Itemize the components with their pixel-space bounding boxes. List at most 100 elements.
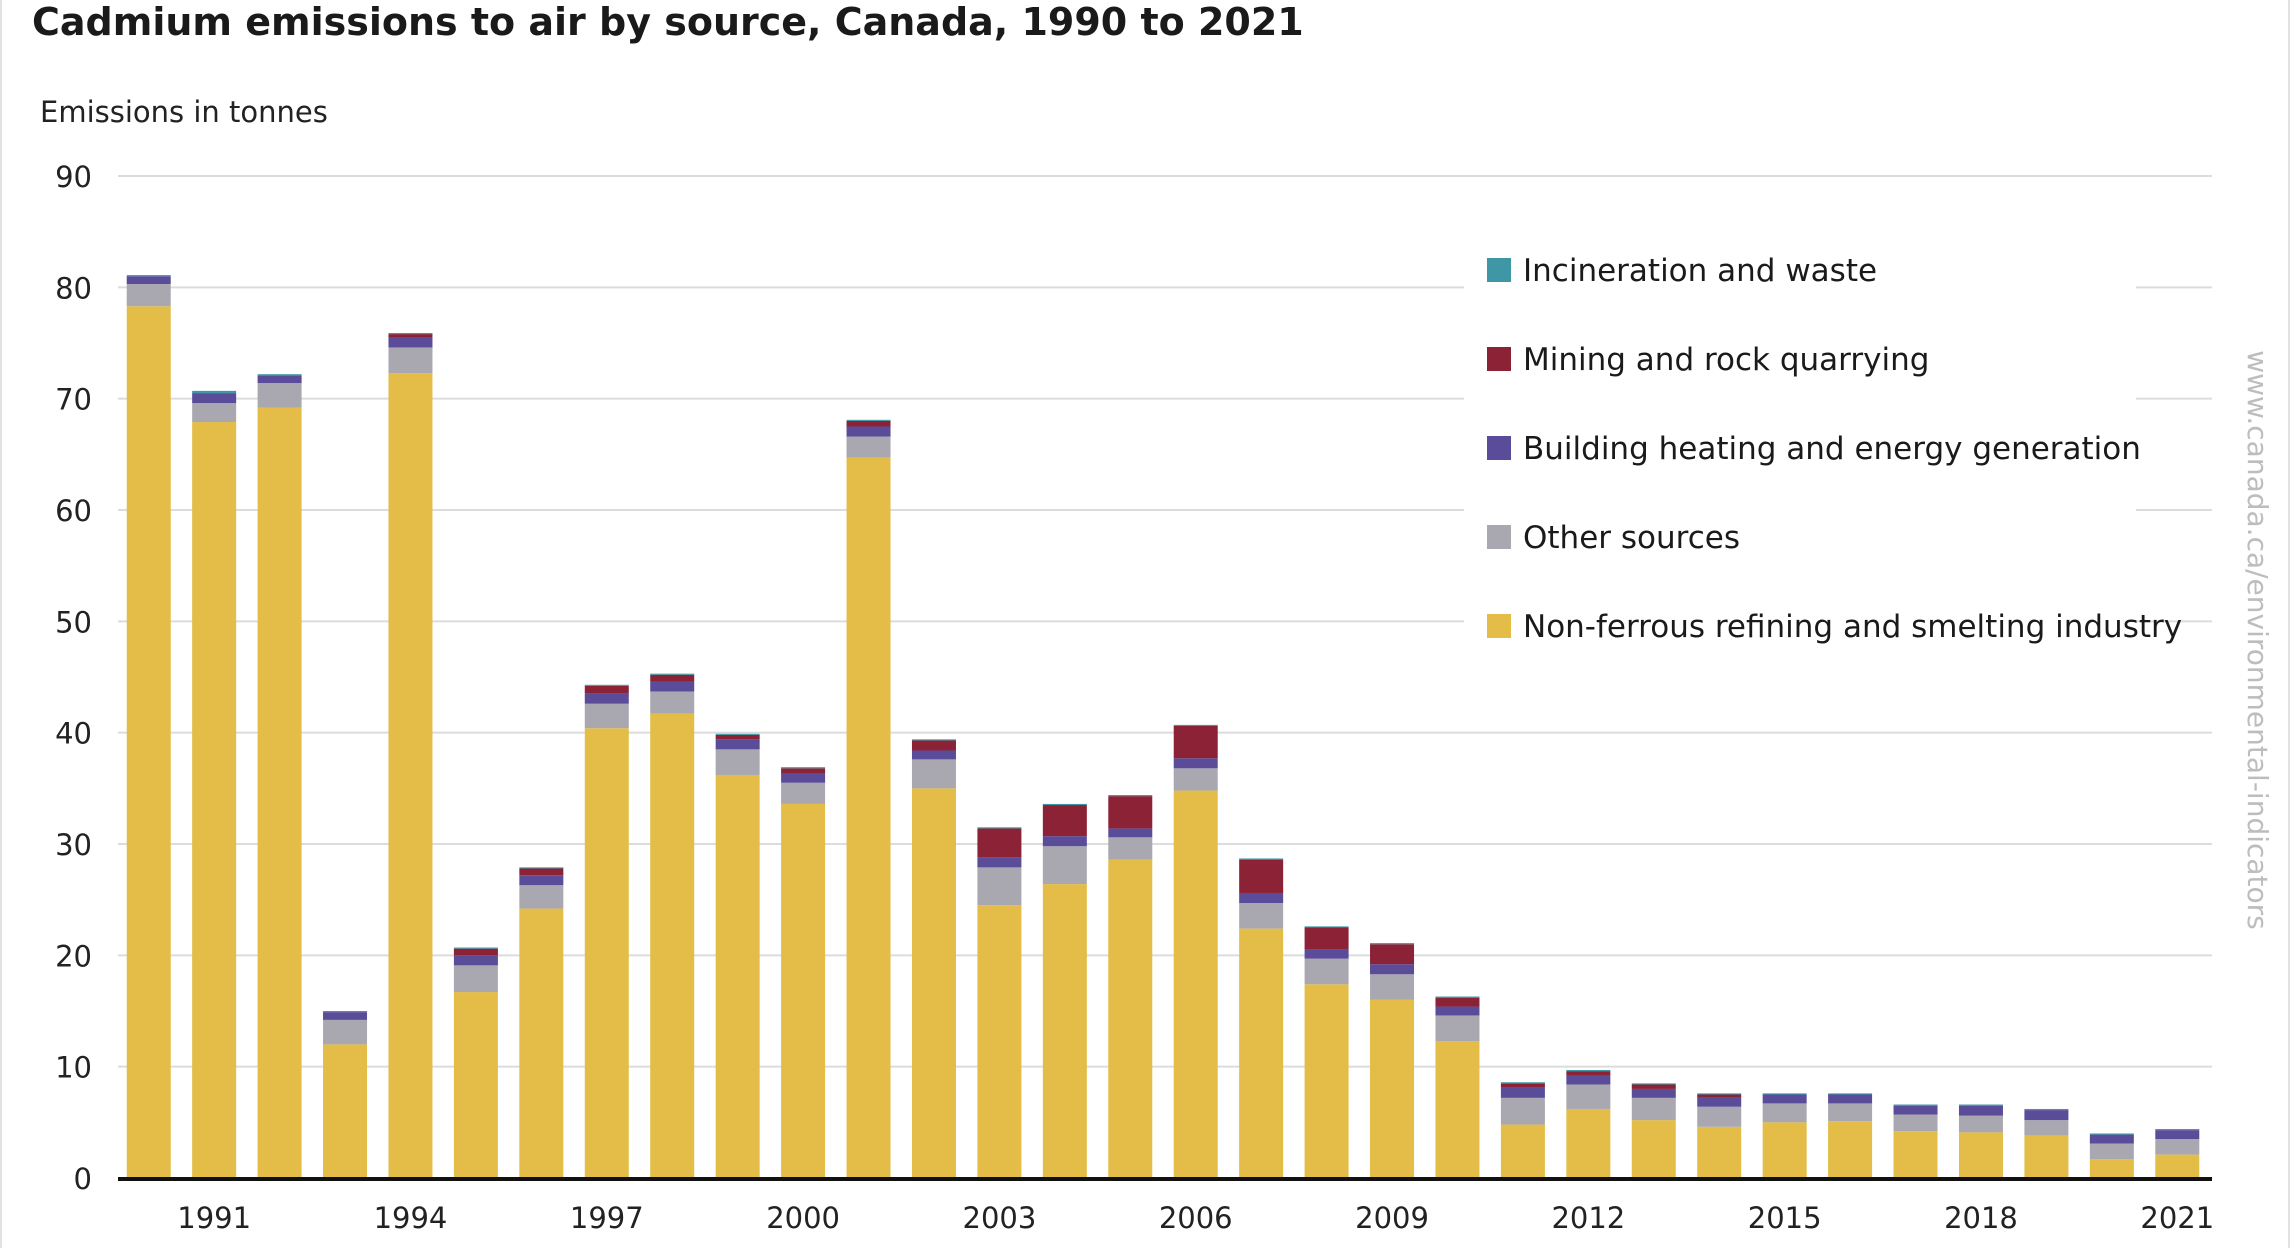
bar-segment [1239,892,1284,904]
bar-segment [519,875,564,886]
bar-segment [1304,958,1349,985]
x-tick-label: 2021 [2140,1201,2214,1235]
bar-segment [1108,837,1153,860]
bar-segment [1173,725,1218,759]
bar-segment [323,1044,368,1178]
bar-segment [1042,836,1087,847]
bar-segment [846,436,891,458]
bar-segment [715,733,760,735]
bar-segment [1108,828,1153,838]
bar-segment [781,803,826,1178]
bar-segment [1304,927,1349,950]
x-tick-label: 1991 [177,1201,251,1235]
bar-segment [192,403,237,423]
bar-segment [977,867,1022,906]
bar-segment [1828,1094,1873,1104]
y-tick-label: 40 [55,717,92,751]
bar-segment [453,948,498,956]
bar-segment [1108,859,1153,1178]
bar-segment [1042,884,1087,1178]
bar-segment [388,347,433,374]
bar-segment [1435,1015,1480,1042]
bar-segment [977,828,1022,858]
bar-segment [192,422,237,1179]
bar-segment [1173,790,1218,1178]
bar-segment [388,334,433,338]
bar-segment [2155,1139,2200,1155]
bar-segment [388,332,433,335]
bar-segment [1893,1105,1938,1115]
bar-segment [257,374,302,376]
bar-segment [650,674,695,682]
bar-segment [650,713,695,1178]
bar-segment [977,827,1022,829]
y-tick-label: 70 [55,383,92,417]
bar-segment [1566,1084,1611,1109]
bar-segment [257,407,302,1178]
bar-segment [1697,1106,1742,1127]
bar-segment [1173,768,1218,791]
bar-segment [1697,1097,1742,1107]
bar-segment [453,947,498,949]
bar-segment [781,768,826,774]
bar-segment [1500,1087,1545,1098]
bar-segment [1500,1082,1545,1084]
bar-segment [1958,1105,2003,1116]
bar-segment [977,905,1022,1178]
x-tick-label: 2015 [1748,1201,1822,1235]
y-axis-label: Emissions in tonnes [40,95,328,129]
bar-segment [1697,1093,1742,1095]
bar-segment [1631,1120,1676,1178]
bar-segment [1173,724,1218,726]
bar-segment [2089,1159,2134,1178]
bar-segment [1958,1132,2003,1178]
bar-segment [584,728,629,1178]
bar-segment [1173,758,1218,769]
bar-segment [1304,949,1349,959]
bar-segment [2155,1154,2200,1178]
bar-segment [1566,1070,1611,1072]
x-tick-label: 2009 [1355,1201,1429,1235]
bar-segment [1042,803,1087,806]
bar-segment [977,857,1022,868]
legend-swatch [1487,436,1511,460]
bar-segment [1370,999,1415,1178]
bar-segment [1500,1097,1545,1125]
bar-segment [2024,1135,2069,1178]
bar-segment [2155,1130,2200,1140]
bar-segment [911,750,956,760]
bar-segment [1762,1094,1807,1104]
bar-segment [519,868,564,876]
bar-segment [2089,1133,2134,1135]
bar-segment [1828,1093,1873,1095]
x-tick-label: 2000 [766,1201,840,1235]
bar-segment [453,955,498,966]
bar-segment [584,684,629,686]
bar-segment [1500,1083,1545,1088]
y-tick-label: 10 [55,1051,92,1085]
bar-segment [2024,1108,2069,1111]
bar-segment [1239,903,1284,929]
bar-segment [1435,997,1480,1007]
bar-segment [126,306,171,1178]
bar-segment [911,739,956,741]
bar-segment [1762,1103,1807,1123]
bar-segment [1828,1103,1873,1122]
bar-segment [781,767,826,769]
bar-segment [650,691,695,714]
bar-segment [519,908,564,1178]
bar-segment [1239,858,1284,860]
bar-segment [650,681,695,692]
bar-segment [1239,859,1284,893]
y-tick-label: 30 [55,828,92,862]
bar-segment [715,749,760,775]
bar-segment [1042,846,1087,885]
bar-segment [2089,1143,2134,1160]
legend-swatch [1487,614,1511,638]
bar-segment [846,420,891,427]
bar-segment [2024,1120,2069,1136]
bar-segment [453,965,498,993]
y-tick-label: 80 [55,271,92,305]
bar-segment [584,693,629,704]
